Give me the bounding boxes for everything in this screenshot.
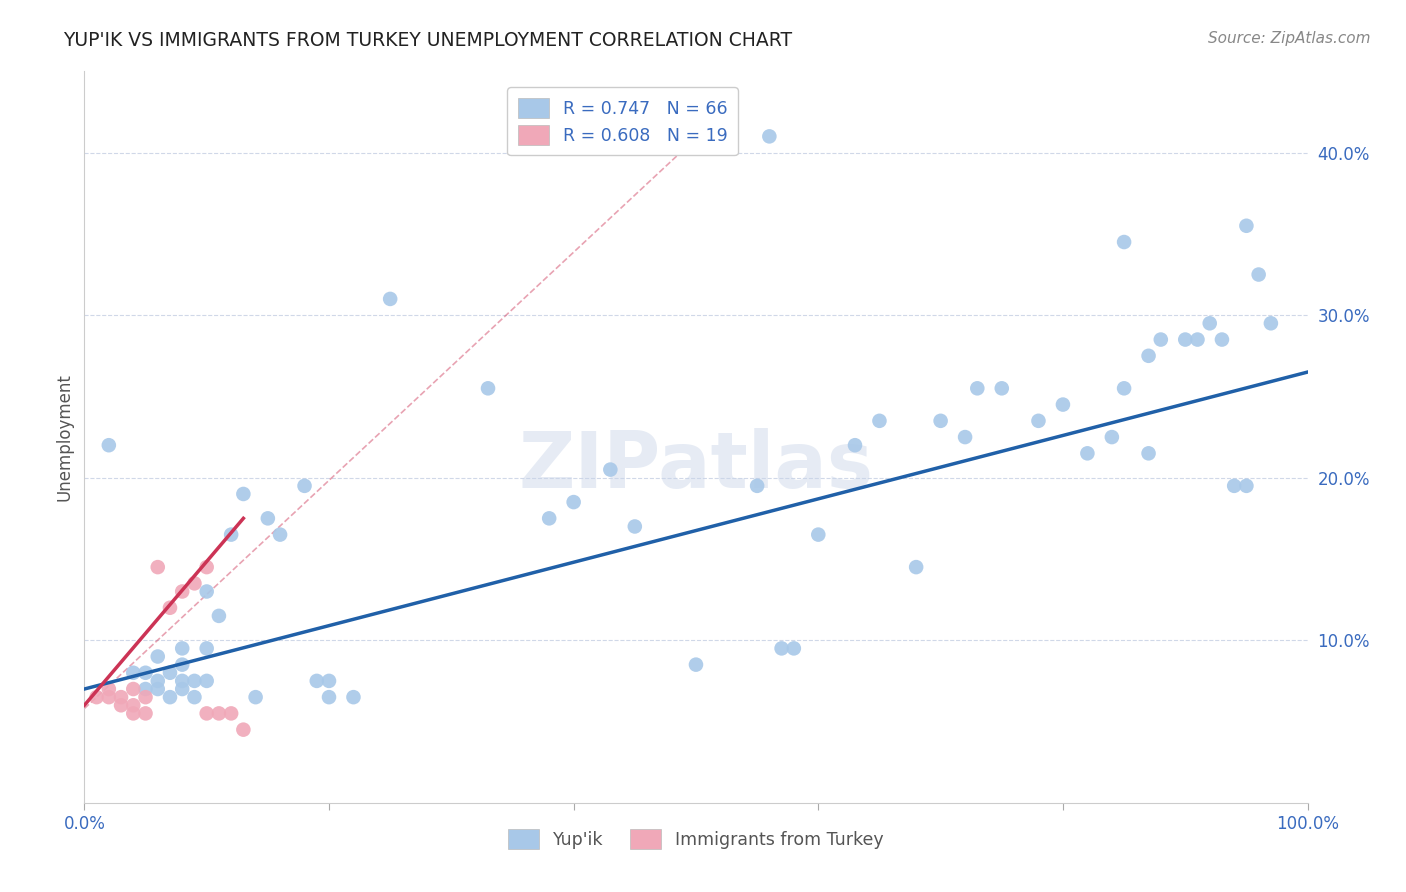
- Point: [1223, 479, 1246, 493]
- Point: [1211, 333, 1233, 347]
- Point: [146, 560, 169, 574]
- Point: [97, 690, 120, 705]
- Point: [122, 665, 145, 680]
- Point: [380, 292, 402, 306]
- Point: [624, 519, 647, 533]
- Point: [97, 681, 120, 696]
- Point: [1028, 414, 1050, 428]
- Point: [1150, 333, 1173, 347]
- Point: [135, 681, 157, 696]
- Point: [1236, 219, 1258, 233]
- Point: [269, 527, 291, 541]
- Point: [135, 706, 157, 721]
- Point: [869, 414, 891, 428]
- Point: [232, 723, 254, 737]
- Text: YUP'IK VS IMMIGRANTS FROM TURKEY UNEMPLOYMENT CORRELATION CHART: YUP'IK VS IMMIGRANTS FROM TURKEY UNEMPLO…: [63, 31, 793, 50]
- Point: [232, 487, 254, 501]
- Point: [172, 584, 194, 599]
- Point: [86, 690, 108, 705]
- Point: [183, 673, 205, 688]
- Point: [1174, 333, 1197, 347]
- Point: [294, 479, 316, 493]
- Point: [159, 600, 181, 615]
- Point: [146, 681, 169, 696]
- Point: [1137, 349, 1160, 363]
- Point: [1247, 268, 1270, 282]
- Point: [1114, 381, 1136, 395]
- Point: [783, 641, 806, 656]
- Point: [1101, 430, 1123, 444]
- Point: [195, 641, 218, 656]
- Point: [562, 495, 585, 509]
- Point: [122, 698, 145, 713]
- Point: [477, 381, 499, 395]
- Point: [122, 706, 145, 721]
- Text: ZIPatlas: ZIPatlas: [519, 428, 873, 504]
- Point: [159, 665, 181, 680]
- Point: [342, 690, 364, 705]
- Point: [195, 560, 218, 574]
- Point: [966, 381, 988, 395]
- Point: [953, 430, 976, 444]
- Point: [97, 438, 120, 452]
- Point: [257, 511, 280, 525]
- Point: [318, 673, 340, 688]
- Point: [110, 690, 132, 705]
- Point: [195, 584, 218, 599]
- Point: [905, 560, 928, 574]
- Point: [844, 438, 866, 452]
- Point: [183, 576, 205, 591]
- Point: [1052, 398, 1074, 412]
- Point: [195, 673, 218, 688]
- Point: [599, 462, 621, 476]
- Point: [305, 673, 328, 688]
- Point: [1260, 316, 1282, 330]
- Point: [1187, 333, 1209, 347]
- Point: [685, 657, 707, 672]
- Point: [159, 690, 181, 705]
- Point: [146, 649, 169, 664]
- Point: [245, 690, 267, 705]
- Point: [208, 706, 231, 721]
- Point: [172, 657, 194, 672]
- Point: [135, 690, 157, 705]
- Point: [172, 673, 194, 688]
- Point: [747, 479, 769, 493]
- Point: [318, 690, 340, 705]
- Point: [195, 706, 218, 721]
- Text: Source: ZipAtlas.com: Source: ZipAtlas.com: [1208, 31, 1371, 46]
- Point: [208, 608, 231, 623]
- Point: [172, 641, 194, 656]
- Point: [122, 681, 145, 696]
- Point: [1076, 446, 1098, 460]
- Point: [1236, 479, 1258, 493]
- Point: [135, 665, 157, 680]
- Point: [929, 414, 952, 428]
- Point: [146, 673, 169, 688]
- Point: [807, 527, 830, 541]
- Point: [1198, 316, 1220, 330]
- Point: [219, 527, 242, 541]
- Point: [991, 381, 1014, 395]
- Point: [538, 511, 561, 525]
- Point: [110, 698, 132, 713]
- Point: [183, 690, 205, 705]
- Point: [770, 641, 793, 656]
- Point: [1137, 446, 1160, 460]
- Legend: Yup'ik, Immigrants from Turkey: Yup'ik, Immigrants from Turkey: [502, 822, 890, 856]
- Point: [758, 129, 780, 144]
- Y-axis label: Unemployment: Unemployment: [55, 373, 73, 501]
- Point: [172, 681, 194, 696]
- Point: [1114, 235, 1136, 249]
- Point: [219, 706, 242, 721]
